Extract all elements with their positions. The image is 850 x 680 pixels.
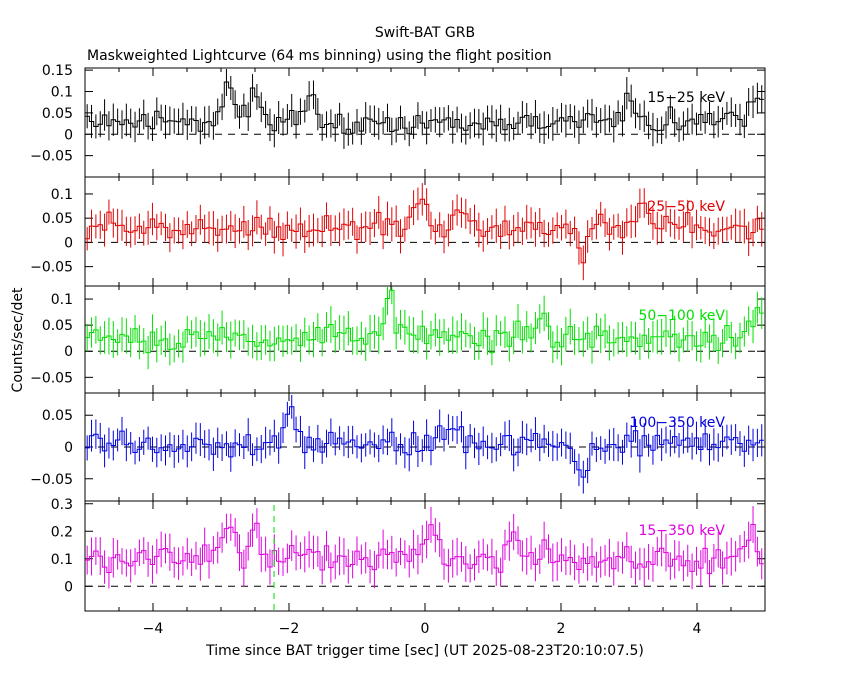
y-tick-label: 0.05 [42, 408, 73, 424]
y-tick-label: 0.1 [51, 552, 73, 568]
y-tick-label: 0.1 [51, 85, 73, 101]
band-label: 50−100 keV [638, 308, 725, 324]
y-tick-label: −0.05 [30, 260, 73, 276]
x-tick-label: 0 [421, 621, 430, 637]
x-axis-label: Time since BAT trigger time [sec] (UT 20… [205, 643, 644, 659]
y-tick-label: 0 [64, 579, 73, 595]
band-label: 25−50 keV [647, 199, 725, 215]
band-label: 15−350 keV [638, 523, 725, 539]
band-label: 15−25 keV [647, 90, 725, 106]
y-axis-label: Counts/sec/det [10, 287, 26, 392]
y-tick-label: 0.05 [42, 211, 73, 227]
y-tick-label: 0 [64, 344, 73, 360]
y-tick-label: −0.05 [30, 472, 73, 488]
y-tick-label: 0.2 [51, 524, 73, 540]
y-tick-label: 0.05 [42, 106, 73, 122]
lightcurve-step-line [85, 406, 764, 478]
panels-group: −0.05 0 0.05 0.1 0.15 15−25 keV −0.05 0 0.05 0.1 2… [30, 63, 766, 612]
y-tick-label: −0.05 [30, 149, 73, 165]
lightcurve-step-line [85, 522, 764, 575]
x-tick-label: −4 [143, 621, 164, 637]
y-tick-label: 0 [64, 235, 73, 251]
chart-subtitle: Maskweighted Lightcurve (64 ms binning) … [87, 48, 552, 64]
x-axis-ticks: −4 −2 0 2 4 [143, 621, 702, 637]
y-tick-label: −0.05 [30, 370, 73, 386]
y-tick-label: 0.05 [42, 318, 73, 334]
y-tick-label: 0.15 [42, 63, 73, 79]
x-tick-label: 2 [557, 621, 566, 637]
y-tick-label: 0.1 [51, 187, 73, 203]
y-tick-label: 0 [64, 440, 73, 456]
x-tick-label: −2 [279, 621, 300, 637]
band-label: 100−350 keV [630, 415, 726, 431]
lightcurve-step-line [85, 198, 764, 264]
y-tick-label: 0 [64, 127, 73, 143]
x-tick-label: 4 [693, 621, 702, 637]
y-tick-label: 0.1 [51, 292, 73, 308]
chart-title: Swift-BAT GRB [375, 25, 475, 41]
lightcurve-step-line [85, 81, 764, 135]
y-tick-label: 0.3 [51, 497, 73, 513]
